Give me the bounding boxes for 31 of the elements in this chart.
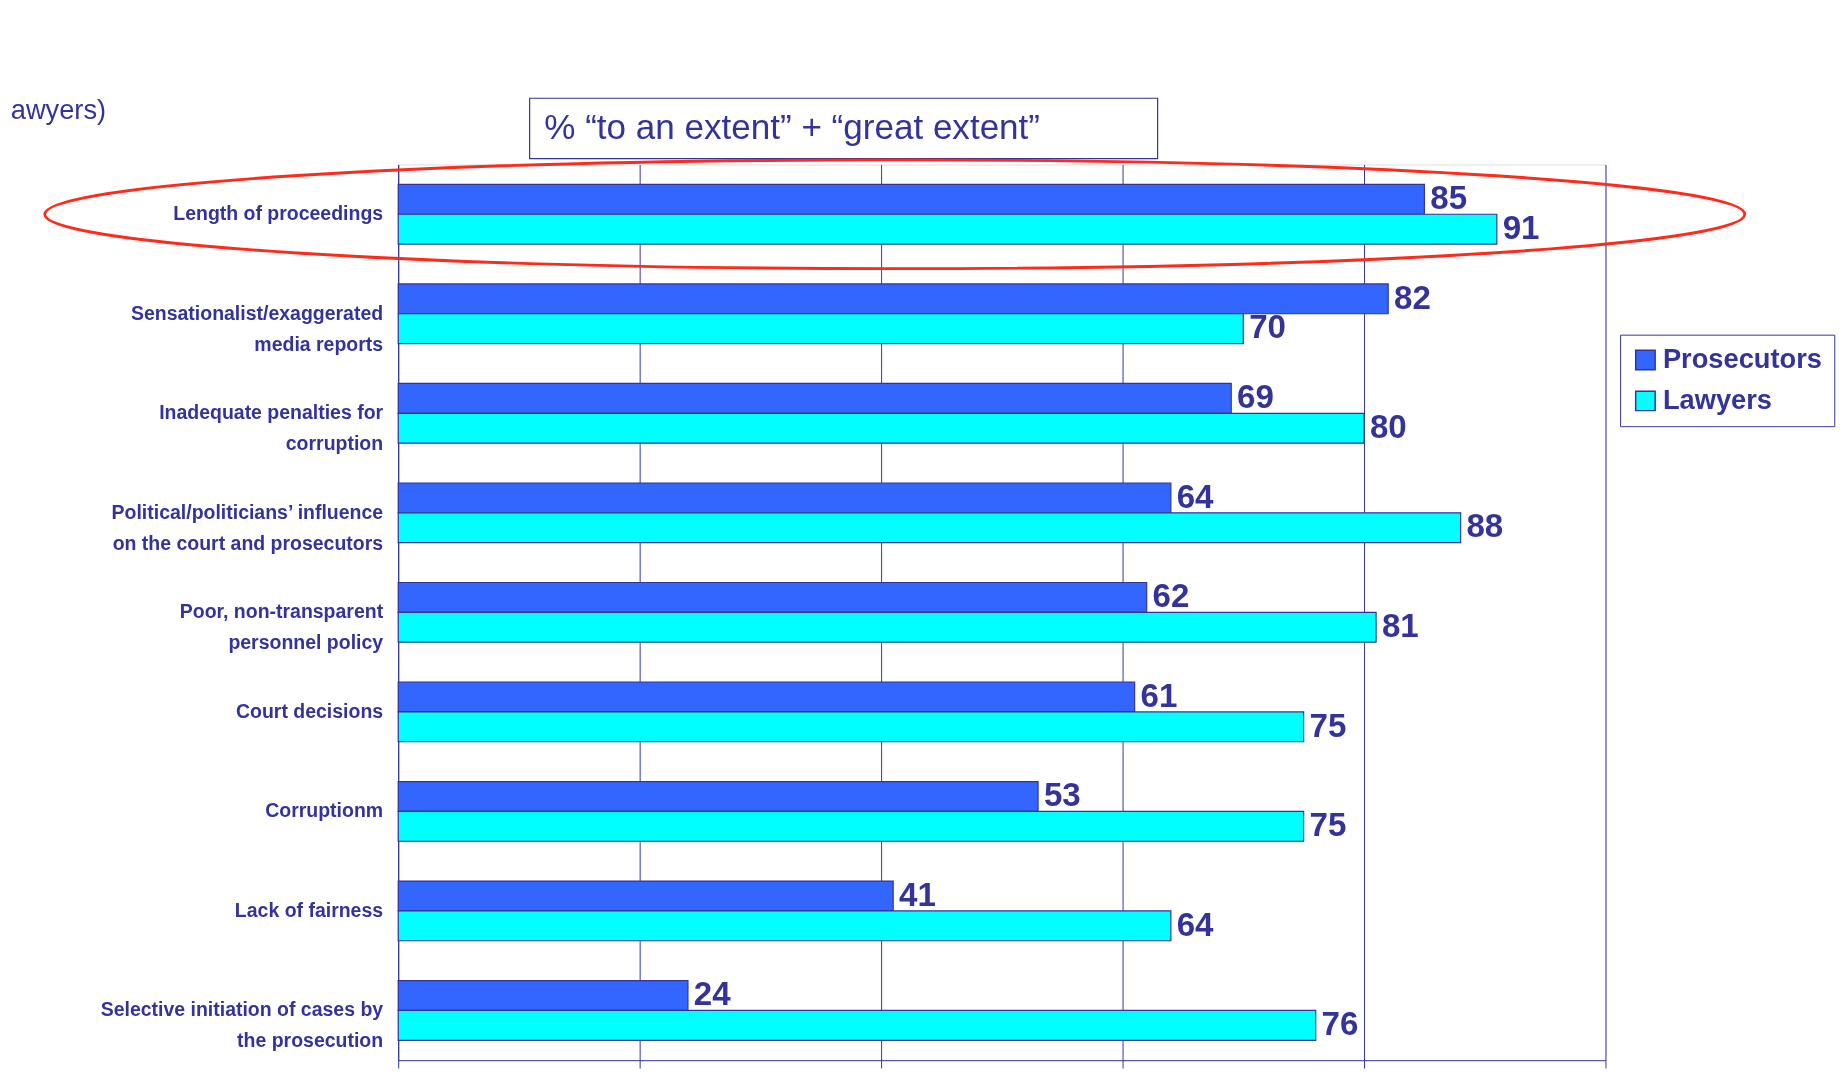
data-label: 80 xyxy=(1369,407,1407,445)
y-tick-label: Poor, non-transparent personnel policy xyxy=(179,600,384,654)
data-label: 88 xyxy=(1466,507,1504,545)
data-label: 85 xyxy=(1430,179,1468,217)
data-label: 91 xyxy=(1502,208,1540,246)
data-label: 41 xyxy=(899,875,936,913)
legend-label: Prosecutors xyxy=(1662,342,1822,374)
data-label: 82 xyxy=(1394,278,1431,316)
data-label: 69 xyxy=(1237,378,1274,416)
text: % “to an extent” + “great extent” xyxy=(544,107,1041,147)
data-label: 62 xyxy=(1152,577,1190,615)
legend-label: Lawyers xyxy=(1662,383,1773,415)
data-label: 24 xyxy=(693,975,732,1013)
y-tick-label: Corruptionm xyxy=(265,799,384,822)
y-tick-label: Lack of fairness xyxy=(234,898,384,921)
data-label: 53 xyxy=(1043,776,1081,814)
y-tick-label: Selective initiation of cases by the prosecution xyxy=(100,998,384,1052)
y-tick-label: Sensationalist/exaggerated media reports xyxy=(131,301,384,355)
text: awyers) xyxy=(10,93,107,125)
y-tick-label: Political/politicians’ influence on the court and prosecutors xyxy=(111,500,384,554)
data-label: 81 xyxy=(1381,607,1419,645)
y-tick-label: Court decisions xyxy=(235,699,384,722)
data-label: 76 xyxy=(1321,1005,1359,1043)
data-label: 64 xyxy=(1176,905,1215,943)
y-tick-label: Inadequate penalties for corruption xyxy=(159,401,384,455)
data-label: 61 xyxy=(1140,676,1178,714)
data-label: 64 xyxy=(1176,477,1215,515)
data-label: 70 xyxy=(1249,308,1286,346)
data-label: 75 xyxy=(1309,706,1347,744)
data-label: 75 xyxy=(1309,806,1347,844)
y-tick-label: Length of proceedings xyxy=(173,202,384,225)
